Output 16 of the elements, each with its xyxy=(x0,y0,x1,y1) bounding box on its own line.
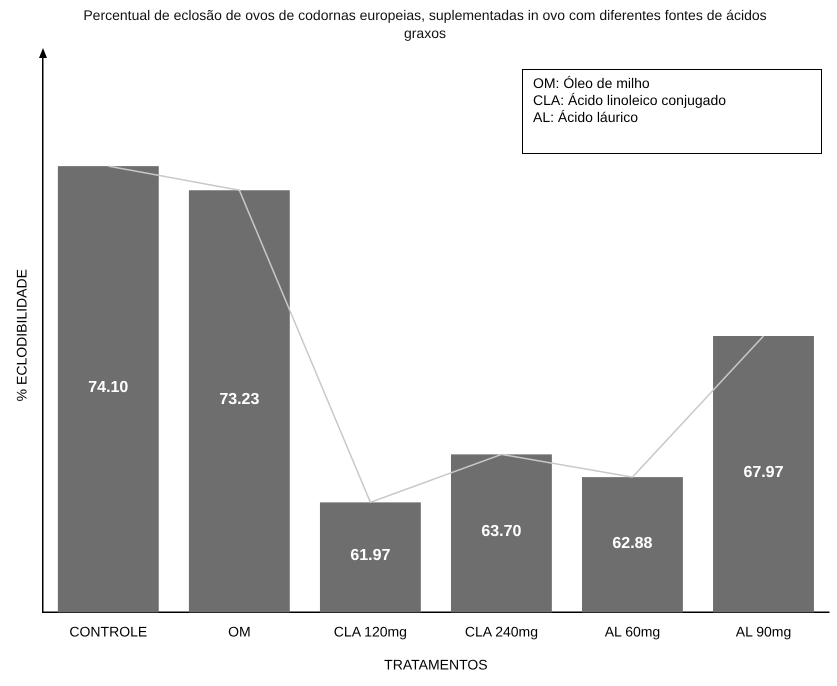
data-label: 73.23 xyxy=(218,391,260,410)
x-tick-label: CONTROLE xyxy=(69,624,148,640)
x-axis-title: TRATAMENTOS xyxy=(384,656,488,672)
x-tick-label: CLA 240mg xyxy=(464,624,538,640)
x-tick-label: AL 90mg xyxy=(736,624,792,640)
data-label: 67.97 xyxy=(742,464,784,482)
y-axis-title: % ECLODIBILIDADE xyxy=(13,269,30,402)
data-label: 62.88 xyxy=(611,534,654,553)
note-box: OM: Óleo de milho CLA: Ácido linoleico conjugado AL: Ácido láurico xyxy=(522,69,822,154)
data-label: 61.97 xyxy=(349,547,392,566)
x-tick-label: OM xyxy=(228,624,251,640)
data-label: 63.70 xyxy=(480,523,522,542)
x-tick-label: CLA 120mg xyxy=(334,624,407,640)
data-label: 74.10 xyxy=(87,379,130,398)
x-tick-label: AL 60mg xyxy=(604,624,660,640)
chart-title: Percentual de eclosão de ovos de codornas europeias, suplementadas in ovo com diferentes fontes de ácidos graxos xyxy=(82,6,768,42)
